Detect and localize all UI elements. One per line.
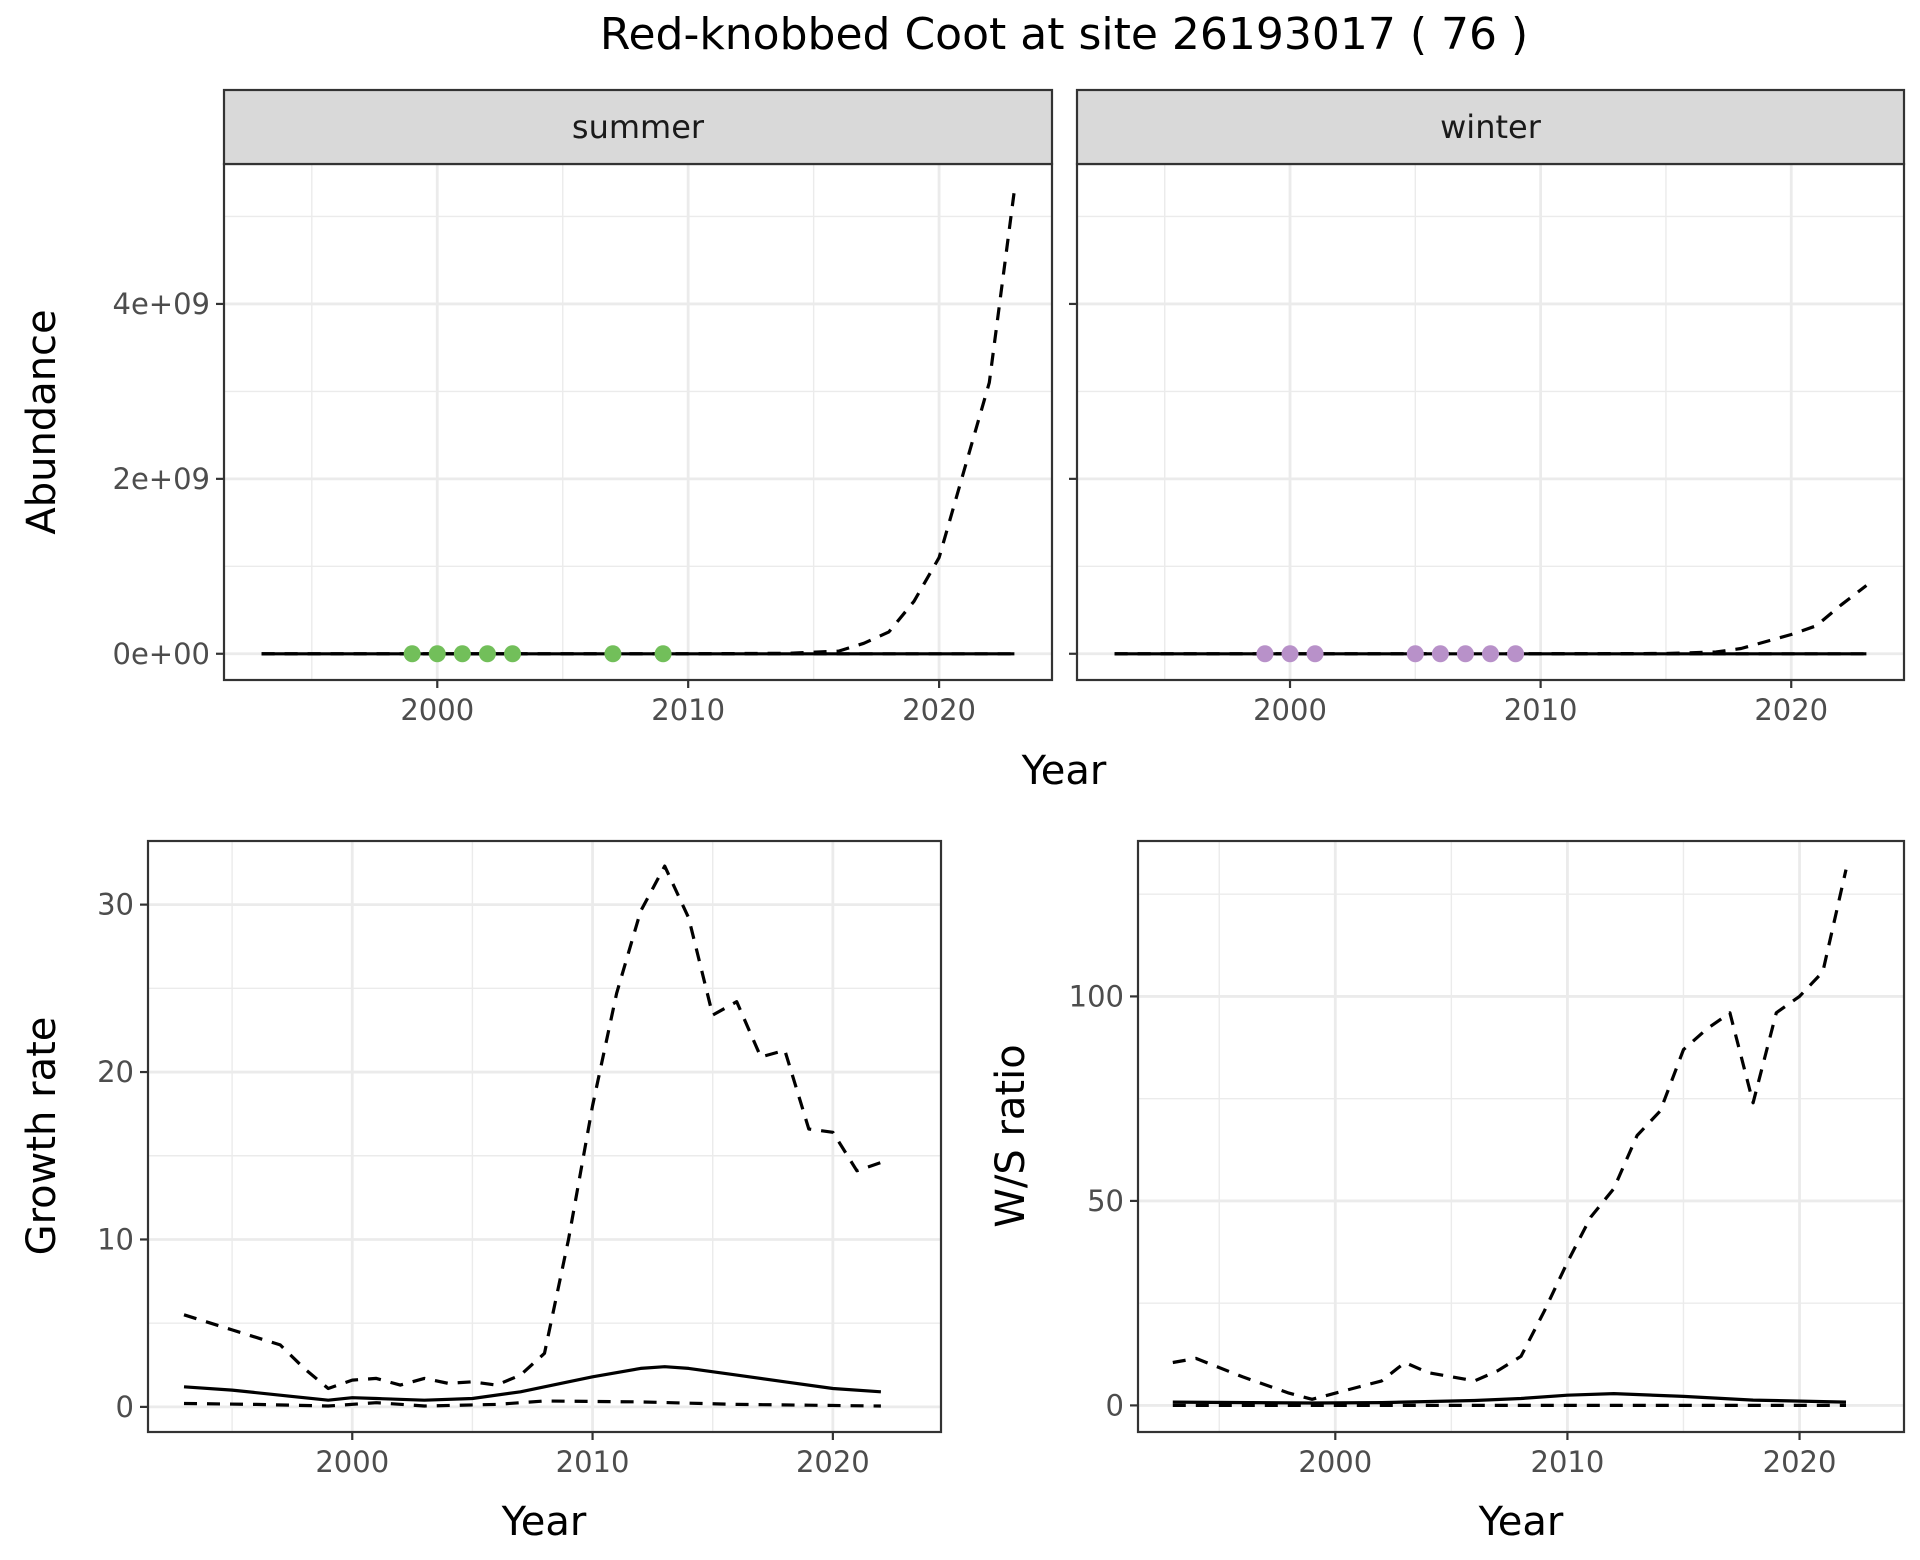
y-tick-label: 2e+09	[113, 462, 211, 496]
series-line-solid-1	[1172, 1392, 1847, 1405]
x-tick-label: 2020	[1763, 1445, 1837, 1479]
panel-background	[1077, 164, 1904, 680]
x-tick-label: 2000	[1253, 693, 1327, 727]
data-point	[1256, 645, 1274, 663]
x-tick-label: 2010	[1531, 1445, 1605, 1479]
x-tick-label: 2020	[902, 693, 976, 727]
y-axis-title: Growth rate	[19, 1017, 65, 1256]
series-line-dashed-2	[183, 1399, 881, 1408]
y-tick-label: 10	[97, 1222, 134, 1256]
x-axis-title: Year	[1478, 1499, 1564, 1545]
data-point	[504, 645, 522, 663]
x-tick-label: 2000	[1298, 1445, 1372, 1479]
data-point	[478, 645, 496, 663]
x-axis-title: Year	[1021, 748, 1107, 794]
facet-strip	[1075, 88, 1906, 166]
series-line-dashed-0	[1114, 584, 1868, 656]
data-point	[1482, 645, 1499, 663]
y-tick-label: 0e+00	[113, 637, 211, 671]
facet-strip	[222, 88, 1054, 166]
x-tick-label: 2020	[1754, 693, 1828, 727]
chart-title: Red-knobbed Coot at site 26193017 ( 76 )	[600, 9, 1528, 60]
facet-strip-label: winter	[1440, 108, 1542, 146]
y-tick-label: 100	[1069, 979, 1124, 1013]
panel-winter: winter 2000 2010 2020	[1069, 88, 1906, 727]
y-tick-label: 20	[97, 1055, 134, 1089]
panel-border	[1136, 839, 1906, 1434]
x-axis-title: Year	[501, 1499, 587, 1545]
panel-background	[224, 164, 1052, 680]
panel-background	[148, 841, 941, 1432]
panel-border	[146, 839, 943, 1434]
data-point	[604, 645, 622, 663]
y-tick-label: 0	[116, 1390, 134, 1424]
y-tick-label: 4e+09	[113, 287, 211, 321]
x-tick-label: 2010	[556, 1445, 630, 1479]
y-tick-label: 50	[1087, 1184, 1124, 1218]
panel-background	[1138, 841, 1904, 1432]
x-tick-label: 2010	[1504, 693, 1578, 727]
panel-ratio: 2000 2010 2020 0 50 100 Year W/S ratio	[988, 839, 1906, 1545]
panel-growth: 2000 2010 2020 0 10 20 30 Year Growth rate	[19, 839, 943, 1545]
data-point	[1431, 645, 1449, 663]
data-point	[1306, 645, 1324, 663]
data-point	[453, 645, 471, 663]
series-line-dashed-0	[183, 864, 882, 1391]
series-line-solid-1	[183, 1365, 882, 1402]
data-point	[1281, 645, 1299, 663]
x-tick-label: 2010	[651, 693, 725, 727]
y-axis-title: W/S ratio	[988, 1044, 1034, 1227]
data-point	[428, 645, 446, 663]
x-tick-label: 2020	[796, 1445, 870, 1479]
x-tick-label: 2000	[400, 693, 474, 727]
data-point	[1456, 645, 1474, 663]
y-tick-label: 0	[1106, 1388, 1124, 1422]
data-point	[1507, 645, 1525, 663]
panel-summer: summer 2000 2010 2020 0e+00 2e+09 4e+09 Year Abu…	[19, 88, 1107, 794]
data-point	[1406, 645, 1424, 663]
x-tick-label: 2000	[315, 1445, 389, 1479]
y-tick-label: 30	[97, 888, 134, 922]
data-point	[654, 645, 672, 663]
series-line-dashed-0	[1172, 869, 1848, 1401]
data-point	[403, 645, 421, 663]
y-axis-title: Abundance	[19, 309, 65, 534]
facet-strip-label: summer	[572, 108, 705, 146]
